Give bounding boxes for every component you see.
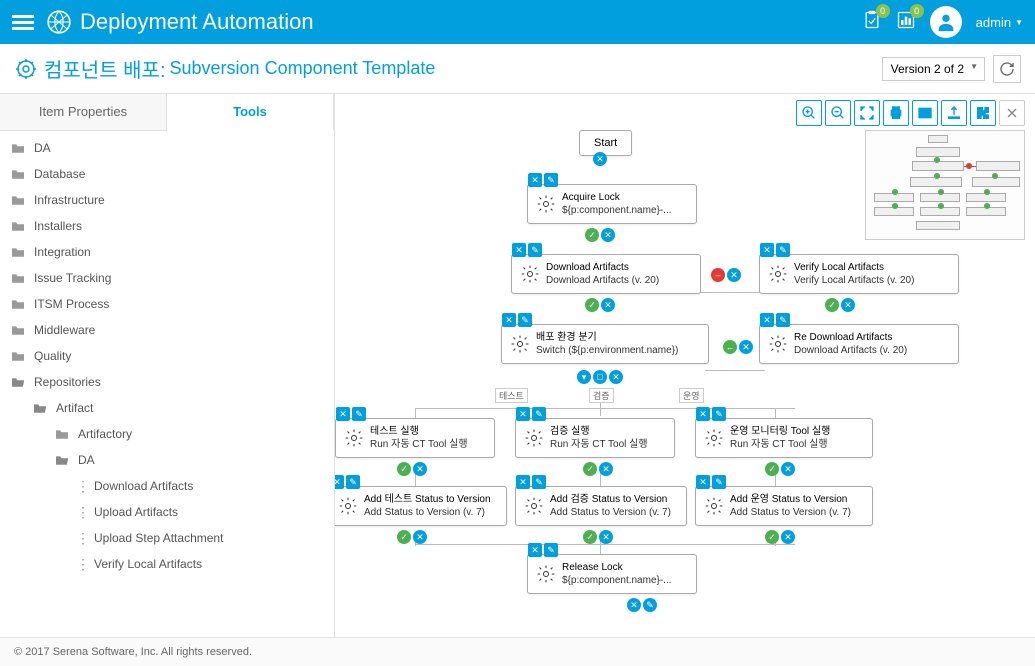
user-menu[interactable]: admin▼	[976, 15, 1023, 30]
sidebar: Item Properties Tools DADatabaseInfrastr…	[0, 94, 335, 654]
clipboard-icon[interactable]: 0	[862, 10, 882, 35]
connector[interactable]: ✕	[627, 598, 641, 612]
tree-item[interactable]: Issue Tracking	[0, 265, 334, 291]
connector[interactable]: ✕	[739, 340, 753, 354]
connector[interactable]: ✕	[413, 462, 427, 476]
edit-icon[interactable]: ✎	[544, 173, 558, 187]
delete-icon[interactable]: ✕	[528, 173, 542, 187]
node-redownload[interactable]: ✕✎ Re Download ArtifactsDownload Artifac…	[759, 324, 959, 364]
footer: © 2017 Serena Software, Inc. All rights …	[0, 637, 1035, 666]
tree-item[interactable]: ⋮Upload Artifacts	[0, 499, 334, 525]
subheader: 컴포넌트 배포: Subversion Component Template V…	[0, 44, 1035, 94]
branch-test: 테스트	[495, 388, 528, 403]
tree-item[interactable]: ITSM Process	[0, 291, 334, 317]
node-monitor[interactable]: ✕✎ 운영 모니터링 Tool 실행Run 자동 CT Tool 실행	[695, 418, 873, 458]
tool-tree[interactable]: DADatabaseInfrastructureInstallersIntegr…	[0, 131, 334, 654]
connector[interactable]: ✕	[781, 462, 795, 476]
connector[interactable]: ✕	[781, 530, 795, 544]
menu-icon[interactable]	[12, 12, 34, 33]
connector[interactable]: ✓	[397, 530, 411, 544]
canvas[interactable]: Start ✕ ✕✎ Acquire Lock${p:component.nam…	[335, 94, 1035, 654]
zoom-in-button[interactable]	[796, 100, 822, 126]
export-button[interactable]	[941, 100, 967, 126]
tree-item[interactable]: ⋮Verify Local Artifacts	[0, 551, 334, 577]
branch-ops: 운영	[679, 388, 704, 403]
node-add-test-status[interactable]: ✕✎ Add 테스트 Status to VersionAdd Status t…	[335, 486, 507, 526]
image-button[interactable]	[912, 100, 938, 126]
print-button[interactable]	[883, 100, 909, 126]
node-download-artifacts[interactable]: ✕✎ Download ArtifactsDownload Artifacts …	[511, 254, 701, 294]
connector[interactable]: ✕	[413, 530, 427, 544]
connector[interactable]: ✕	[727, 268, 741, 282]
minimap[interactable]	[865, 130, 1025, 240]
connector[interactable]: ✕	[599, 530, 613, 544]
node-add-verify-status[interactable]: ✕✎ Add 검증 Status to VersionAdd Status to…	[515, 486, 687, 526]
top-banner: Deployment Automation 0 0 admin▼	[0, 0, 1035, 44]
badge-1: 0	[876, 4, 890, 18]
connector[interactable]: ✓	[585, 228, 599, 242]
connector[interactable]: ✓	[585, 298, 599, 312]
connector[interactable]: □	[593, 370, 607, 384]
tree-item[interactable]: ⋮Upload Step Attachment	[0, 525, 334, 551]
node-acquire-lock[interactable]: ✕✎ Acquire Lock${p:component.name}-...	[527, 184, 697, 224]
connector[interactable]: ✓	[583, 530, 597, 544]
connector[interactable]: ✕	[593, 152, 607, 166]
connector[interactable]: ✎	[643, 598, 657, 612]
canvas-toolbar	[796, 100, 1025, 126]
connector[interactable]: ✓	[825, 298, 839, 312]
logo-icon	[46, 9, 72, 35]
page-title: 컴포넌트 배포:	[44, 54, 166, 83]
node-switch[interactable]: ✕✎ 배포 환경 분기Switch (${p:environment.name}…	[501, 324, 709, 364]
puzzle-button[interactable]	[970, 100, 996, 126]
badge-2: 0	[910, 4, 924, 18]
connector[interactable]: ✕	[601, 298, 615, 312]
connector[interactable]: ▾	[577, 370, 591, 384]
page-icon	[14, 57, 38, 81]
connector[interactable]: ←	[723, 340, 737, 354]
connector[interactable]: ✕	[601, 228, 615, 242]
connector[interactable]: ✓	[583, 462, 597, 476]
tree-item[interactable]: Integration	[0, 239, 334, 265]
tab-tools[interactable]: Tools	[167, 94, 334, 131]
connector[interactable]: ✓	[765, 462, 779, 476]
branch-verify: 검증	[589, 388, 614, 403]
node-verify-run[interactable]: ✕✎ 검증 실행Run 자동 CT Tool 실행	[515, 418, 675, 458]
node-start[interactable]: Start	[579, 130, 632, 156]
tab-item-properties[interactable]: Item Properties	[0, 94, 167, 130]
connector[interactable]: –	[711, 268, 725, 282]
zoom-out-button[interactable]	[825, 100, 851, 126]
connector[interactable]: ✕	[841, 298, 855, 312]
connector[interactable]: ✕	[609, 370, 623, 384]
app-title: Deployment Automation	[80, 9, 862, 35]
refresh-button[interactable]	[993, 55, 1021, 83]
tree-item[interactable]: Middleware	[0, 317, 334, 343]
tree-item[interactable]: Infrastructure	[0, 187, 334, 213]
avatar[interactable]	[930, 6, 962, 38]
page-subtitle: Subversion Component Template	[170, 58, 436, 79]
node-test-run[interactable]: ✕✎ 테스트 실행Run 자동 CT Tool 실행	[335, 418, 495, 458]
tree-item[interactable]: DA	[0, 447, 334, 473]
node-verify-local[interactable]: ✕✎ Verify Local ArtifactsVerify Local Ar…	[759, 254, 959, 294]
connector[interactable]: ✓	[397, 462, 411, 476]
tree-item[interactable]: Installers	[0, 213, 334, 239]
connector[interactable]: ✓	[765, 530, 779, 544]
tree-item[interactable]: Artifact	[0, 395, 334, 421]
tree-item[interactable]: Database	[0, 161, 334, 187]
tree-item[interactable]: DA	[0, 135, 334, 161]
tree-item[interactable]: ⋮Download Artifacts	[0, 473, 334, 499]
tree-item[interactable]: Artifactory	[0, 421, 334, 447]
fit-button[interactable]	[854, 100, 880, 126]
chart-icon[interactable]: 0	[896, 10, 916, 35]
tree-item[interactable]: Quality	[0, 343, 334, 369]
tree-item[interactable]: Repositories	[0, 369, 334, 395]
close-button[interactable]	[999, 100, 1025, 126]
node-add-ops-status[interactable]: ✕✎ Add 운영 Status to VersionAdd Status to…	[695, 486, 873, 526]
connector[interactable]: ✕	[599, 462, 613, 476]
version-select[interactable]: Version 2 of 2	[882, 57, 985, 81]
node-release-lock[interactable]: ✕✎ Release Lock${p:component.name}-...	[527, 554, 697, 594]
